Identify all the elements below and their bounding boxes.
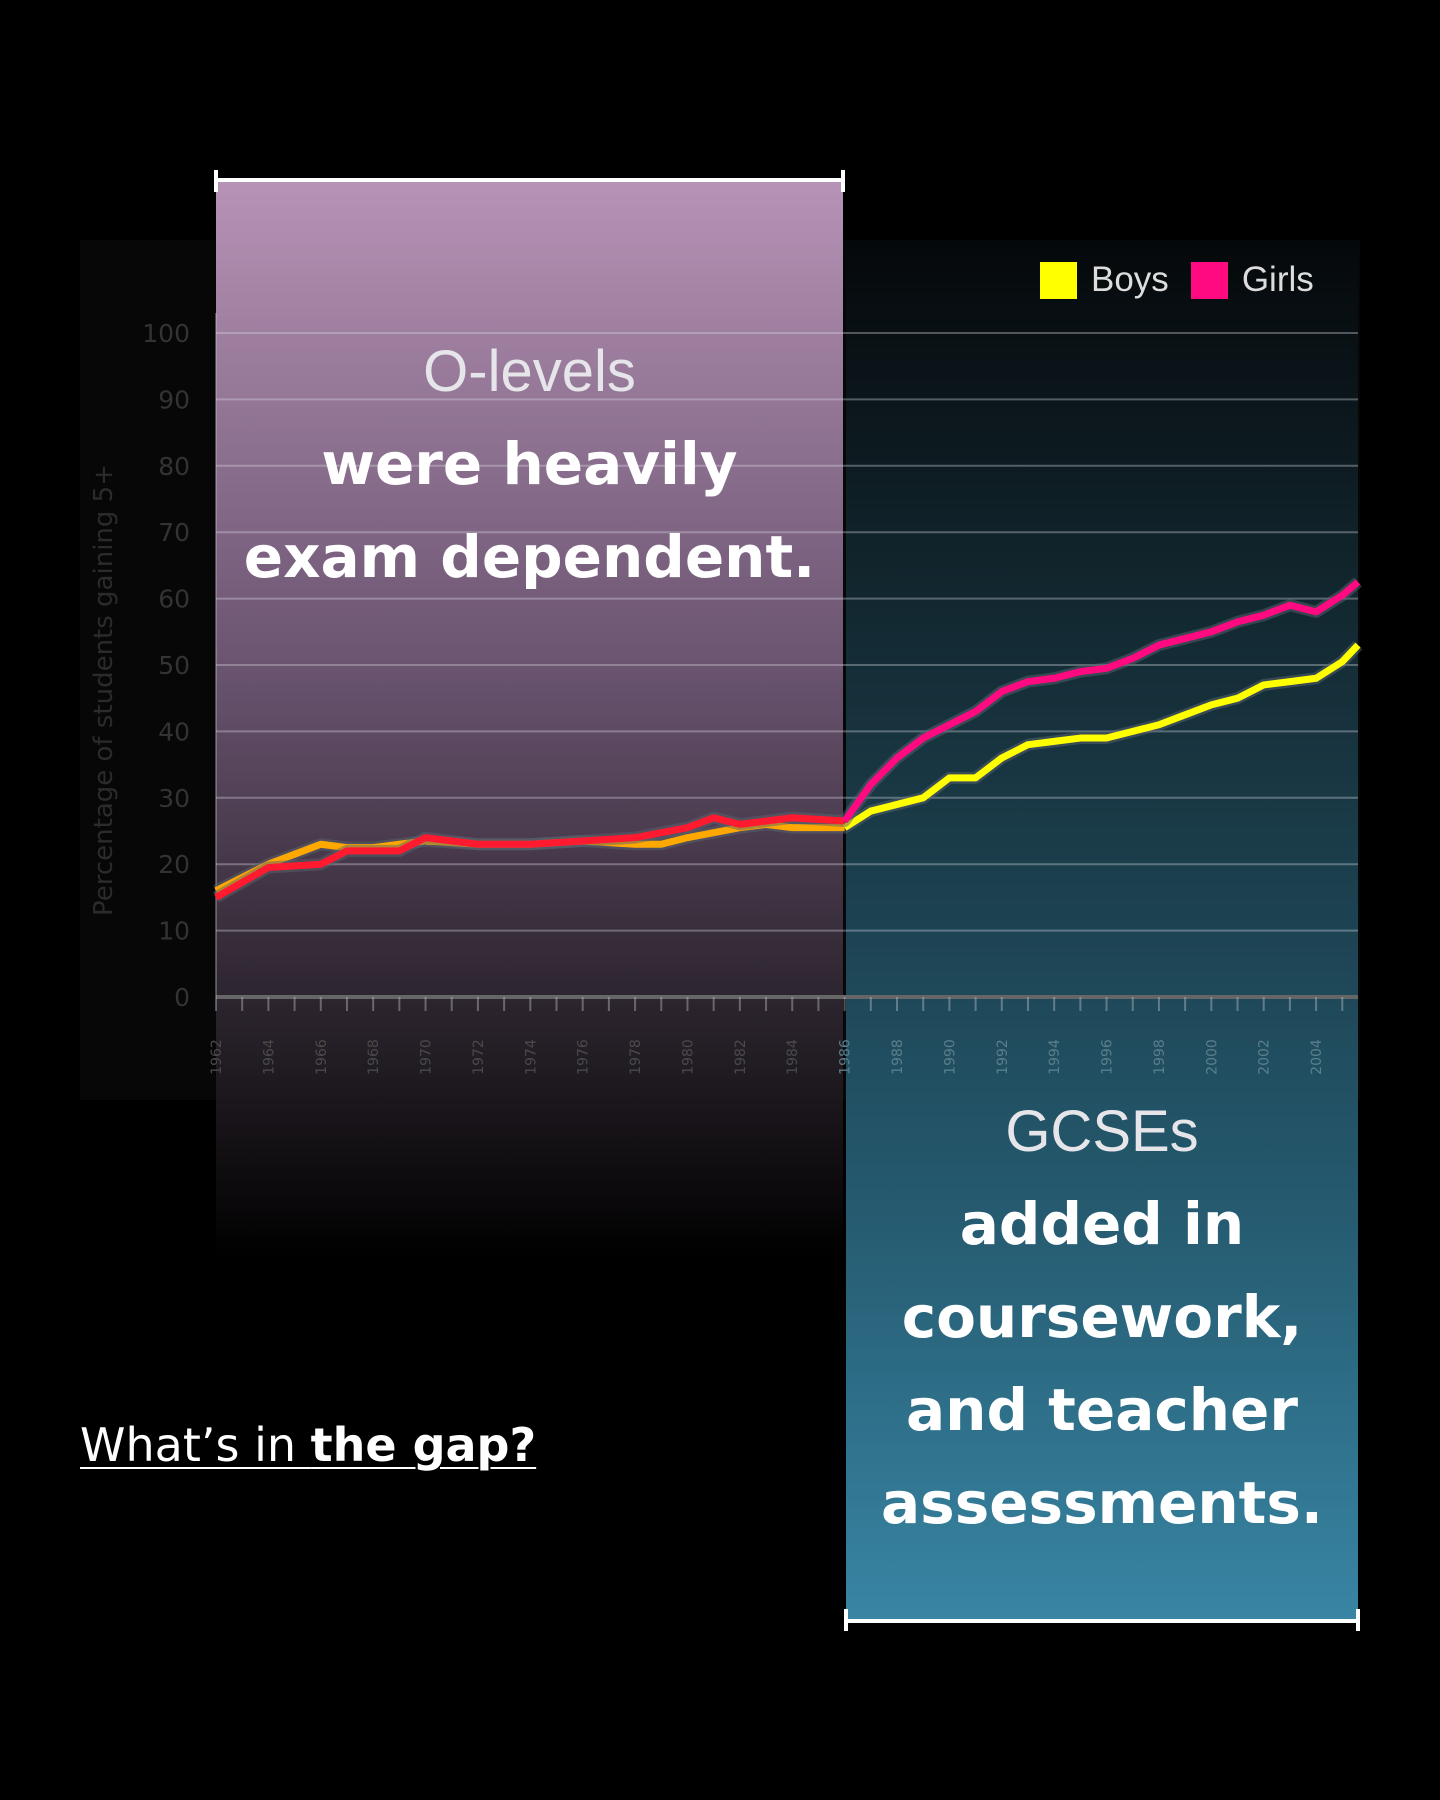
- y-tick-label: 90: [158, 385, 190, 414]
- x-tick-label: 1970: [419, 1039, 435, 1075]
- x-tick-label: 1994: [1047, 1039, 1063, 1075]
- x-tick-label: 1968: [366, 1039, 382, 1075]
- gcse-text-line: and teacher: [906, 1376, 1298, 1444]
- x-tick-label: 1972: [471, 1039, 487, 1075]
- y-tick-label: 10: [158, 917, 190, 946]
- whats-in-the-gap-link[interactable]: What’s in the gap?: [80, 1418, 536, 1472]
- x-tick-label: 1996: [1100, 1039, 1116, 1075]
- x-tick-label: 1990: [942, 1039, 958, 1075]
- gcse-title: GCSEs: [1005, 1099, 1199, 1164]
- gcse-text-line: assessments.: [881, 1469, 1323, 1537]
- olevels-text-line: exam dependent.: [243, 523, 816, 591]
- gcse-text-line: coursework,: [901, 1283, 1303, 1351]
- x-tick-label: 1998: [1152, 1039, 1168, 1075]
- x-tick-label: 2002: [1257, 1039, 1273, 1075]
- olevels-annotation: O-levels were heavily exam dependent.: [216, 325, 843, 604]
- y-tick-label: 20: [158, 850, 190, 879]
- gcse-text-line: added in: [959, 1190, 1245, 1258]
- legend-swatch-girls: [1190, 261, 1228, 299]
- x-tick-label: 2000: [1204, 1039, 1220, 1075]
- x-tick-label: 1976: [576, 1039, 592, 1075]
- gcse-annotation: GCSEs added in coursework, and teacher a…: [846, 1085, 1358, 1550]
- x-tick-label: 1962: [209, 1039, 225, 1075]
- x-tick-label: 1982: [733, 1039, 749, 1075]
- y-tick-label: 50: [158, 651, 190, 680]
- legend-label-girls: Girls: [1241, 260, 1314, 299]
- x-tick-label: 1980: [680, 1039, 696, 1075]
- series-line-girls-olevel: [214, 814, 845, 901]
- gcse-bracket: [844, 1609, 1360, 1631]
- y-tick-label: 70: [158, 518, 190, 547]
- x-tick-label: 1986: [838, 1039, 854, 1075]
- x-tick-label: 2004: [1309, 1039, 1325, 1075]
- olevels-bracket: [214, 170, 845, 192]
- x-tick-label: 1974: [523, 1039, 539, 1075]
- legend-label-boys: Boys: [1091, 260, 1169, 299]
- y-tick-label: 60: [158, 585, 190, 614]
- series-line-boys-gcse: [842, 642, 1361, 831]
- y-tick-label: 30: [158, 784, 190, 813]
- olevels-title: O-levels: [423, 339, 636, 404]
- link-text: What’s in: [80, 1418, 311, 1472]
- y-tick-label: 80: [158, 452, 190, 481]
- y-tick-label: 40: [158, 717, 190, 746]
- y-tick-label: 0: [174, 983, 190, 1012]
- series-line-girls-gcse: [841, 579, 1361, 824]
- x-tick-label: 1966: [314, 1039, 330, 1075]
- y-axis-label: Percentage of students gaining 5+: [89, 464, 119, 916]
- legend: Boys Girls: [1040, 260, 1314, 300]
- link-text-bold: the gap?: [310, 1418, 537, 1472]
- x-tick-label: 1992: [995, 1039, 1011, 1075]
- y-tick-label: 100: [142, 319, 190, 348]
- x-tick-label: 1978: [628, 1039, 644, 1075]
- olevels-text-line: were heavily: [321, 430, 738, 498]
- x-tick-label: 1984: [785, 1039, 801, 1075]
- gcse-panel: [846, 240, 1358, 1620]
- x-tick-label: 1964: [261, 1039, 277, 1075]
- olevels-panel: [216, 180, 843, 1260]
- legend-swatch-boys: [1040, 261, 1077, 299]
- x-tick-label: 1988: [890, 1039, 906, 1075]
